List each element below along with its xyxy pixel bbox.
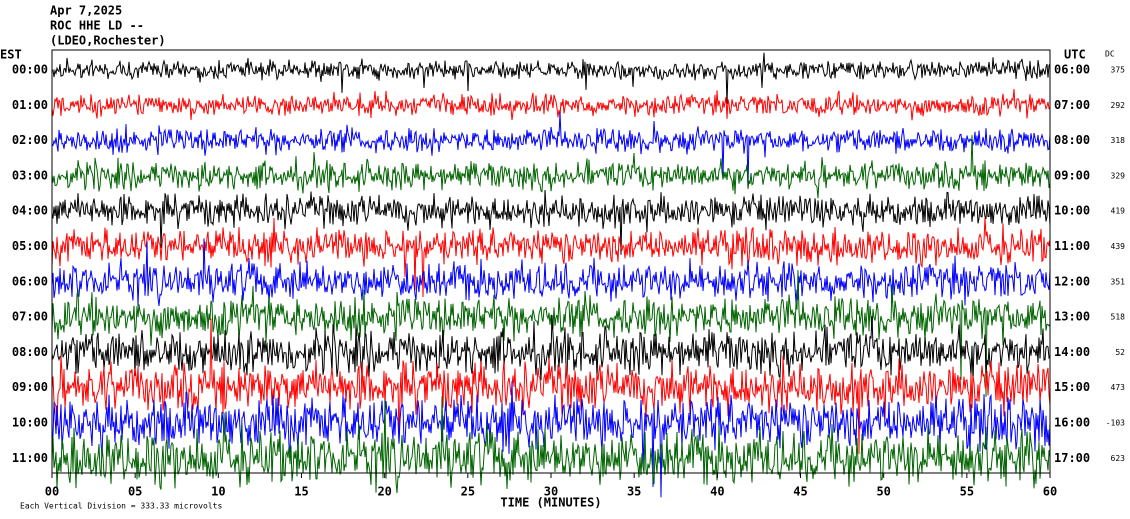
trace <box>51 396 1051 494</box>
dc-offset: 375 <box>1111 66 1126 75</box>
utc-hour-label: 15:00 <box>1054 380 1090 394</box>
x-tick-label: 00 <box>45 485 59 499</box>
est-hour-label: 00:00 <box>12 63 48 77</box>
x-tick-label: 50 <box>876 485 890 499</box>
dc-offset: 52 <box>1115 348 1125 357</box>
est-hour-label: 02:00 <box>12 133 48 147</box>
est-hour-label: 04:00 <box>12 204 48 218</box>
utc-hour-label: 06:00 <box>1054 63 1090 77</box>
utc-hour-label: 11:00 <box>1054 239 1090 253</box>
left-axis-label: EST <box>0 48 22 62</box>
x-tick-label: 10 <box>211 485 225 499</box>
trace <box>51 189 1051 255</box>
x-tick-label: 45 <box>793 485 807 499</box>
right-axis-label: UTC <box>1064 48 1086 62</box>
dc-label: DC <box>1105 50 1115 59</box>
x-tick-label: 30 <box>544 485 558 499</box>
x-axis-label: TIME (MINUTES) <box>500 496 601 510</box>
x-tick-label: 05 <box>128 485 142 499</box>
plot-frame <box>51 49 1051 474</box>
utc-hour-label: 13:00 <box>1054 310 1090 324</box>
dc-offset: -103 <box>1106 419 1125 428</box>
x-tick-label: 25 <box>461 485 475 499</box>
x-tick-label: 20 <box>377 485 391 499</box>
est-hour-label: 07:00 <box>12 310 48 324</box>
utc-hour-label: 09:00 <box>1054 168 1090 182</box>
trace <box>51 314 1051 382</box>
x-tick-label: 35 <box>627 485 641 499</box>
est-hour-label: 03:00 <box>12 168 48 182</box>
trace <box>51 52 1051 104</box>
x-tick-label: 55 <box>960 485 974 499</box>
est-hour-label: 01:00 <box>12 98 48 112</box>
dc-offset: 292 <box>1111 101 1126 110</box>
trace <box>51 270 1051 397</box>
station-code: ROC HHE LD -- <box>50 19 144 33</box>
utc-hour-label: 08:00 <box>1054 133 1090 147</box>
utc-hour-label: 14:00 <box>1054 345 1090 359</box>
utc-hour-label: 12:00 <box>1054 274 1090 288</box>
dc-offset: 439 <box>1111 242 1126 251</box>
est-hour-label: 10:00 <box>12 416 48 430</box>
x-tick-label: 15 <box>294 485 308 499</box>
trace <box>51 381 1051 498</box>
est-hour-label: 09:00 <box>12 380 48 394</box>
utc-hour-label: 16:00 <box>1054 416 1090 430</box>
est-hour-label: 08:00 <box>12 345 48 359</box>
est-hour-label: 11:00 <box>12 451 48 465</box>
dc-offset: 351 <box>1111 277 1126 286</box>
utc-hour-label: 17:00 <box>1054 451 1090 465</box>
trace <box>51 112 1051 189</box>
trace <box>51 318 1051 454</box>
est-hour-label: 06:00 <box>12 274 48 288</box>
dc-offset: 473 <box>1111 383 1126 392</box>
dc-offset: 518 <box>1111 313 1126 322</box>
station-date: Apr 7,2025 <box>50 4 122 18</box>
x-tick-label: 60 <box>1043 485 1057 499</box>
utc-hour-label: 07:00 <box>1054 98 1090 112</box>
est-hour-label: 05:00 <box>12 239 48 253</box>
station-name: (LDEO,Rochester) <box>50 34 166 48</box>
dc-offset: 329 <box>1111 171 1126 180</box>
x-tick-label: 40 <box>710 485 724 499</box>
trace <box>51 217 1051 298</box>
trace <box>51 135 1051 199</box>
footer: Each Vertical Division = 333.33 microvol… <box>20 502 222 511</box>
trace <box>51 238 1051 307</box>
dc-offset: 623 <box>1111 454 1126 463</box>
utc-hour-label: 10:00 <box>1054 204 1090 218</box>
dc-offset: 419 <box>1111 207 1126 216</box>
trace <box>51 88 1051 121</box>
dc-offset: 318 <box>1111 136 1126 145</box>
